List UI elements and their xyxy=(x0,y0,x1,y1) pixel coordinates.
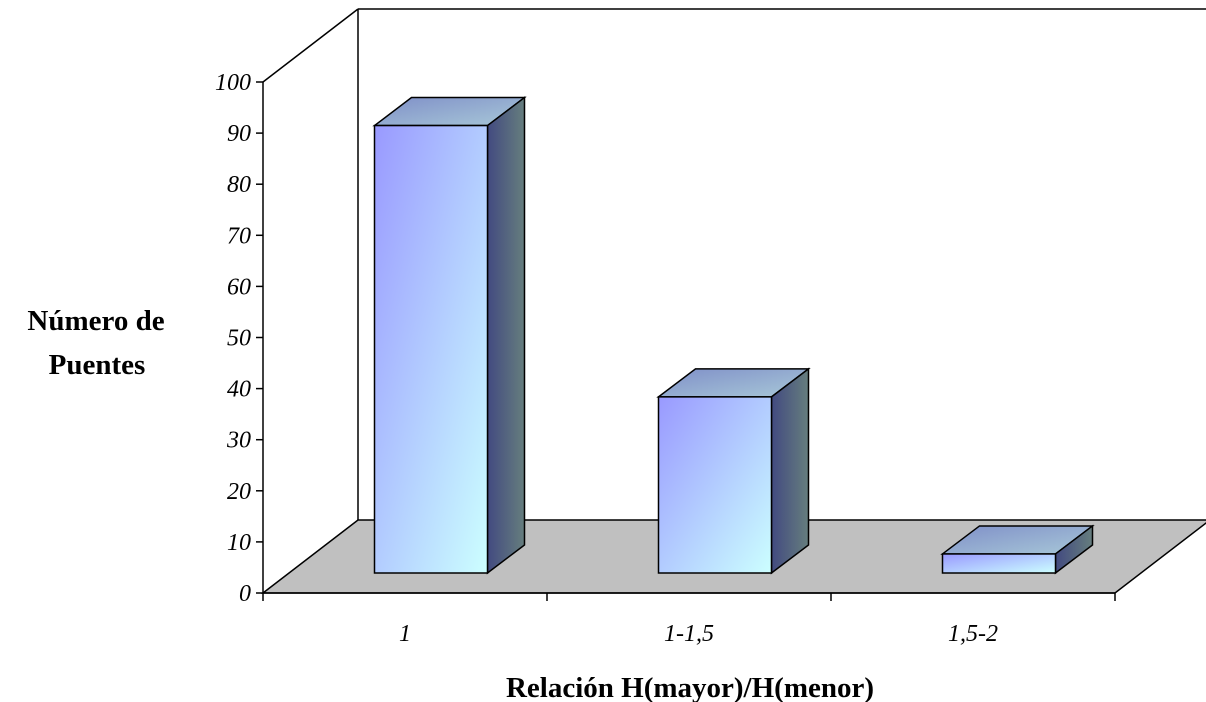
y-axis-title-line1: Número de xyxy=(27,305,164,337)
bar xyxy=(372,96,527,575)
bar-side-face xyxy=(770,367,810,575)
y-tick-label: 70 xyxy=(227,223,251,249)
bar-front-face xyxy=(941,553,1057,574)
y-tick-label: 40 xyxy=(227,377,251,403)
y-tick-label: 60 xyxy=(227,274,251,300)
y-tick-label: 20 xyxy=(227,479,251,505)
bar-front-face xyxy=(657,396,773,574)
y-tick-label: 10 xyxy=(227,530,251,556)
y-axis-ticks: 0 10 20 30 40 50 60 70 80 90 100 xyxy=(215,70,263,607)
x-tick-label: 1-1,5 xyxy=(664,621,714,647)
x-tick-label: 1,5-2 xyxy=(948,621,998,647)
y-tick-label: 30 xyxy=(226,428,251,454)
y-tick-label: 50 xyxy=(227,326,251,352)
x-tick-label: 1 xyxy=(399,621,411,647)
bar xyxy=(940,524,1095,575)
y-tick-label: 100 xyxy=(215,70,251,96)
side-wall-top-edge xyxy=(262,8,359,83)
y-tick-label: 90 xyxy=(227,121,251,147)
bar xyxy=(656,367,811,575)
bars xyxy=(372,96,1095,575)
bar-side-face xyxy=(486,96,526,575)
y-tick-label: 80 xyxy=(227,172,251,198)
x-axis-title: Relación H(mayor)/H(menor) xyxy=(506,672,874,702)
y-tick-label: 0 xyxy=(239,581,251,607)
y-axis-title-line2: Puentes xyxy=(49,349,146,381)
bar-front-face xyxy=(373,124,489,574)
x-axis-ticks: 1 1-1,5 1,5-2 xyxy=(262,593,1116,647)
